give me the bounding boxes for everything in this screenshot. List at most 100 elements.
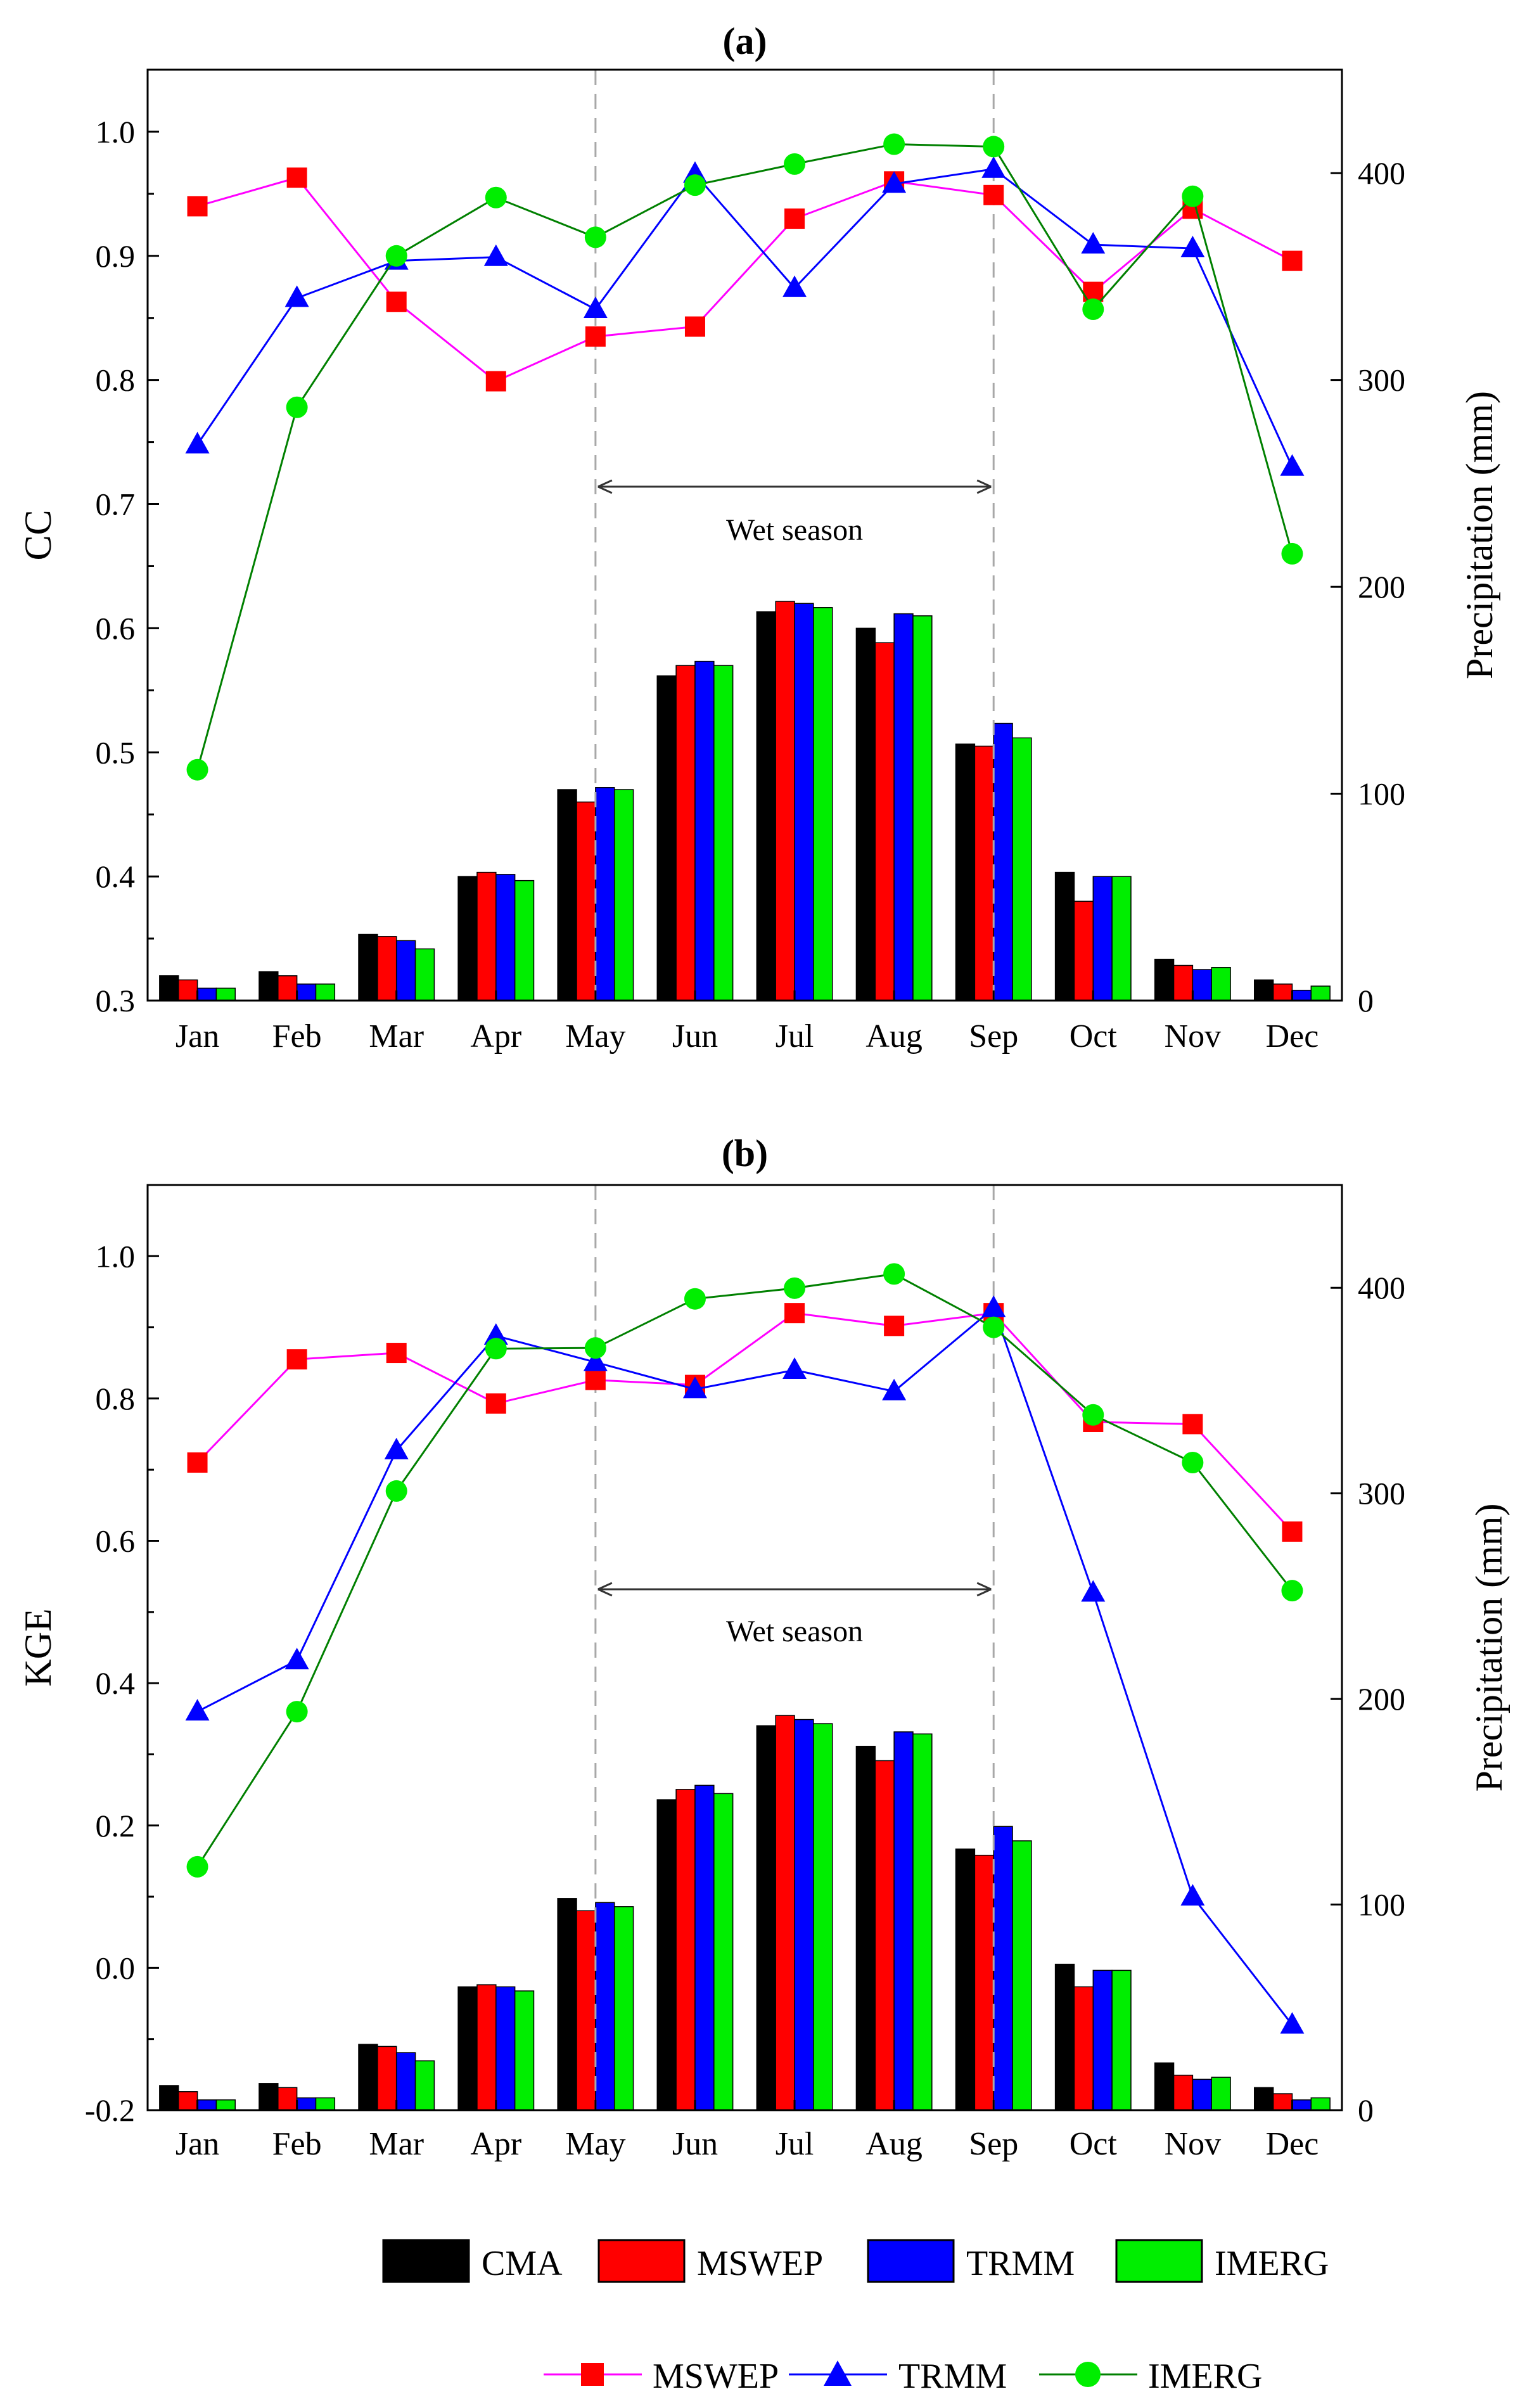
legend-label-line-mswep: MSWEP [653,2357,779,2396]
bar-mswep-dec [1272,2093,1293,2111]
bar-mswep-mar [377,2046,397,2111]
bar-cma-nov [1154,2062,1175,2111]
x-axis-month-label: Jun [672,1018,718,1054]
legend-swatch-mswep [597,2239,686,2283]
marker-imerg-jul [784,153,806,175]
marker-mswep-may [585,326,606,347]
plot-frame [146,1184,1343,2111]
bar-cma-aug [855,1745,876,2111]
x-axis-month-label: Nov [1165,2126,1222,2162]
left-axis-tick-label: 0.8 [96,1381,136,1416]
bar-trmm-sep [993,1826,1013,2111]
bar-imerg-apr [514,1990,535,2111]
left-axis-tick-label: 0.0 [96,1950,136,1985]
panel-title: (a) [723,20,767,62]
bar-trmm-apr [495,874,516,1001]
left-axis-tick-label: 0.8 [96,362,136,398]
right-axis-tick-label: 0 [1358,2092,1374,2128]
x-axis-month-label: Oct [1070,1018,1118,1054]
left-axis-tick-label: 0.6 [96,1523,136,1559]
x-axis-month-label: Sep [969,2126,1018,2162]
bar-trmm-mar [395,940,416,1001]
left-axis-tick-label: 0.6 [96,610,136,646]
marker-trmm-may [583,1349,608,1371]
left-axis-tick-label: -0.2 [85,2092,135,2128]
bar-mswep-aug [874,1760,895,2111]
bar-imerg-mar [414,948,435,1001]
bar-imerg-jul [813,607,833,1001]
bar-mswep-mar [377,936,397,1001]
wet-season-label: Wet season [726,1615,863,1648]
bar-trmm-jul [794,1719,814,2111]
panel-title: (b) [722,1132,768,1174]
bar-imerg-may [613,789,634,1001]
bar-imerg-apr [514,880,535,1001]
x-axis-month-label: Jul [776,2126,814,2162]
bar-imerg-aug [912,1733,933,2111]
marker-mswep-sep [983,184,1004,205]
bar-imerg-oct [1111,876,1132,1001]
bar-trmm-dec [1291,989,1312,1001]
legend-label-imerg: IMERG [1215,2244,1329,2283]
left-axis-tick-label: 0.3 [96,983,136,1018]
x-axis-month-label: Jul [776,1018,814,1054]
marker-imerg-oct [1082,1404,1104,1426]
marker-trmm-apr [483,1323,508,1345]
x-axis-month-label: May [565,2126,625,2162]
bar-imerg-jun [713,665,734,1001]
bar-mswep-aug [874,642,895,1001]
marker-trmm-may [583,297,608,319]
marker-mswep-apr [485,371,506,392]
x-axis-month-label: Sep [969,1018,1018,1054]
marker-mswep-aug [884,1316,905,1336]
marker-mswep-dec [1282,1521,1303,1542]
right-axis-tick-label: 200 [1358,1681,1405,1717]
bar-cma-dec [1254,2087,1274,2111]
bar-mswep-apr [476,871,497,1001]
bar-mswep-oct [1073,1986,1094,2111]
right-axis-tick-label: 200 [1358,569,1405,605]
bar-imerg-feb [315,2097,336,2111]
bar-cma-mar [358,933,378,1001]
bar-cma-jun [656,1799,677,2111]
bar-cma-jan [159,975,179,1001]
bar-mswep-jun [675,665,696,1001]
left-axis-tick-label: 0.2 [96,1808,136,1843]
marker-imerg-may [584,1337,606,1359]
marker-mswep-jan [187,196,208,217]
x-axis-month-label: Dec [1266,2126,1319,2162]
bar-mswep-may [576,1910,596,2111]
bar-imerg-jun [713,1793,734,2111]
bar-cma-apr [457,876,478,1001]
x-axis-month-label: Feb [272,1018,322,1054]
bar-imerg-jan [215,2099,236,2111]
marker-imerg-may [584,226,606,248]
legend-marker-imerg-circle [1075,2362,1101,2387]
bar-trmm-jan [196,2099,217,2111]
marker-imerg-jun [684,1288,706,1310]
bar-cma-oct [1054,1963,1075,2111]
bar-mswep-nov [1173,964,1194,1001]
line-imerg [196,1272,1293,1867]
bar-trmm-jul [794,603,814,1001]
marker-trmm-jan [185,1699,210,1721]
bar-imerg-may [613,1906,634,2111]
marker-trmm-apr [483,244,508,266]
marker-trmm-oct [1081,1580,1106,1602]
legend-label-cma: CMA [482,2244,563,2283]
marker-mswep-apr [485,1393,506,1414]
left-axis-tick-label: 0.4 [96,1665,136,1701]
bar-mswep-oct [1073,900,1094,1001]
bar-cma-jun [656,675,677,1001]
bar-trmm-oct [1092,876,1113,1001]
left-axis-tick-label: 0.5 [96,734,136,770]
marker-mswep-jul [784,208,805,229]
x-axis-month-label: Feb [272,2126,322,2162]
bar-mswep-nov [1173,2075,1194,2111]
bar-cma-jan [159,2085,179,2111]
bar-trmm-mar [395,2052,416,2111]
plot-frame [146,68,1343,1002]
bar-mswep-jul [775,1715,795,2111]
marker-imerg-nov [1182,1452,1204,1473]
